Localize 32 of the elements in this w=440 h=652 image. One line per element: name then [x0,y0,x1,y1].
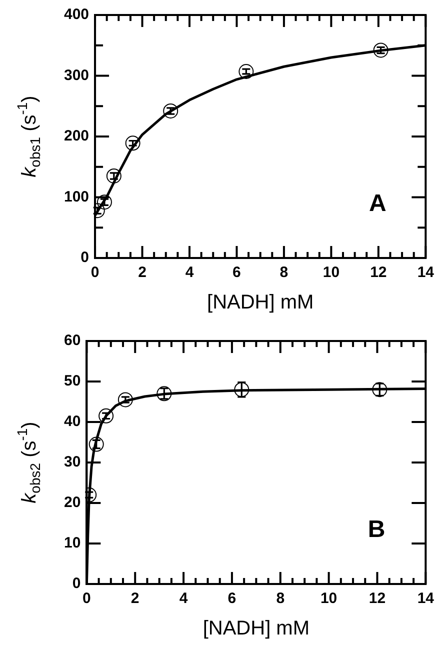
y-tick-label: 0 [80,249,90,266]
y-tick-label: 50 [64,372,81,390]
y-tick-label: 60 [64,332,81,350]
y-tick-label: 30 [64,454,81,471]
x-tick-label: 4 [185,264,194,282]
y-axis-title: kobs2 (s-1) [14,422,43,504]
x-tick-label: 2 [138,264,146,282]
annotation: A [369,190,386,218]
x-tick-label: 12 [368,590,386,608]
y-tick-label: 200 [64,128,90,145]
x-tick-label: 8 [280,264,288,282]
x-tick-label: 14 [417,590,435,608]
x-tick-label: 10 [320,590,338,608]
y-tick-label: 400 [64,6,90,24]
y-tick-label: 10 [64,534,81,552]
y-tick-label: 20 [64,494,81,512]
x-tick-label: 6 [228,590,236,608]
x-axis-title: [NADH] mM [207,292,314,314]
x-axis-title: [NADH] mM [202,618,310,640]
x-tick-label: 4 [179,590,188,608]
y-tick-label: 40 [64,413,81,430]
y-tick-label: 100 [64,188,90,206]
x-tick-label: 8 [276,590,285,608]
y-tick-label: 300 [64,66,90,84]
y-axis-title: kobs1 (s-1) [14,96,43,178]
x-tick-label: 2 [130,590,140,608]
x-tick-label: 14 [417,264,435,282]
x-tick-label: 10 [322,264,340,282]
x-tick-label: 12 [370,264,387,282]
x-tick-label: 6 [232,264,241,282]
annotation: B [368,516,386,544]
y-tick-label: 0 [72,575,81,592]
